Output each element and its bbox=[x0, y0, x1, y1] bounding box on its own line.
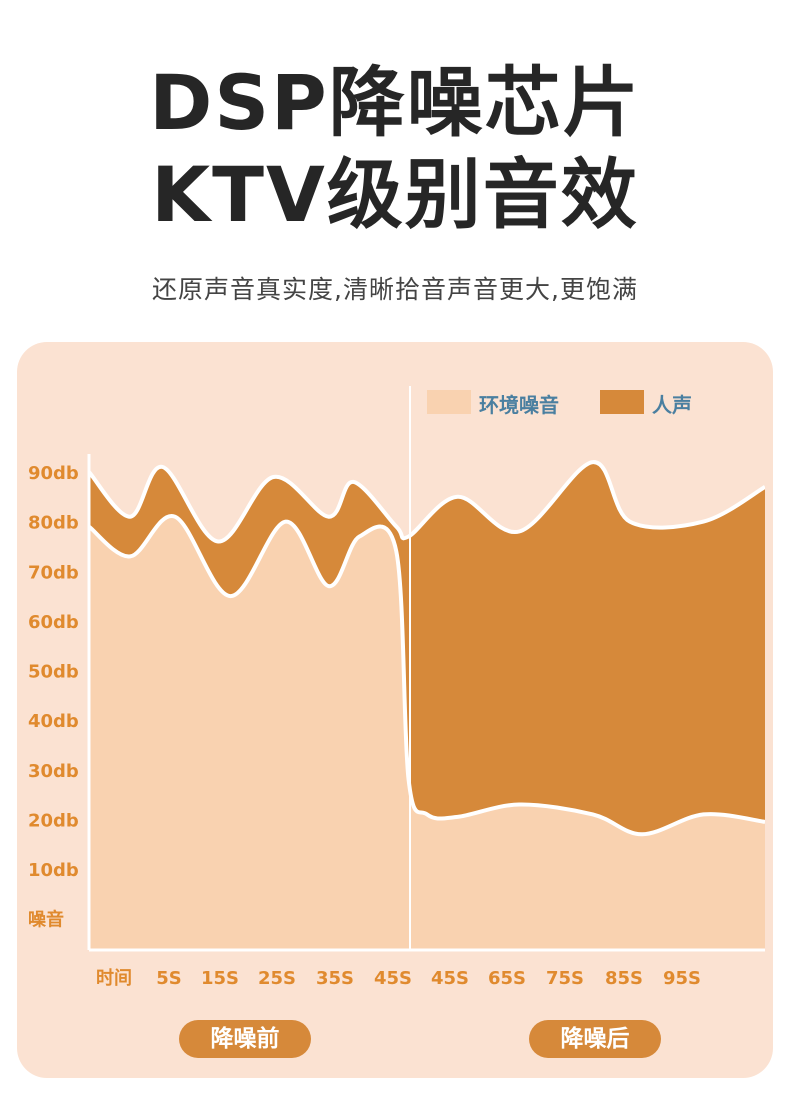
headline-line-2: KTV级别音效 bbox=[151, 150, 639, 239]
x-tick-label: 时间 bbox=[96, 968, 132, 989]
y-tick-label: 40db bbox=[28, 711, 79, 732]
x-tick-label: 25S bbox=[258, 968, 296, 989]
phase-after-denoise: 降噪后 bbox=[529, 1020, 661, 1058]
y-tick-label: 80db bbox=[28, 513, 79, 534]
x-tick-label: 5S bbox=[156, 968, 182, 989]
area-chart: 90db 80db 70db 60db 50db 40db 30db 20db 10db 噪音 时… bbox=[28, 386, 765, 989]
x-tick-label: 95S bbox=[663, 968, 701, 989]
x-tick-label: 75S bbox=[546, 968, 584, 989]
y-tick-label: 10db bbox=[28, 860, 79, 881]
x-tick-label: 35S bbox=[316, 968, 354, 989]
legend-swatch-ambient-noise bbox=[427, 390, 471, 414]
phase-before-denoise: 降噪前 bbox=[179, 1020, 311, 1058]
x-tick-label: 45S bbox=[431, 968, 469, 989]
y-tick-label: 90db bbox=[28, 463, 79, 484]
y-tick-label: 20db bbox=[28, 810, 79, 831]
line-voice bbox=[89, 460, 765, 544]
y-tick-label: 噪音 bbox=[28, 909, 64, 931]
x-tick-label: 45S bbox=[374, 968, 412, 989]
y-tick-label: 30db bbox=[28, 761, 79, 782]
y-tick-label: 70db bbox=[28, 562, 79, 583]
y-tick-label: 60db bbox=[28, 612, 79, 633]
x-tick-label: 15S bbox=[201, 968, 239, 989]
x-tick-label: 65S bbox=[488, 968, 526, 989]
headline-line-1: DSP降噪芯片 bbox=[149, 58, 641, 147]
legend-label-ambient-noise: 环境噪音 bbox=[479, 393, 559, 417]
chart-card: 环境噪音 人声 90db 80db 70db 60db 50db 40db 30db 20db… bbox=[17, 342, 773, 1078]
legend-label-human-voice: 人声 bbox=[652, 393, 692, 417]
area-ambient-noise bbox=[89, 516, 765, 950]
x-tick-label: 85S bbox=[605, 968, 643, 989]
y-tick-label: 50db bbox=[28, 662, 79, 683]
line-ambient-noise bbox=[89, 514, 765, 837]
subtitle: 还原声音真实度,清晰拾音声音更大,更饱满 bbox=[152, 275, 638, 304]
legend-swatch-human-voice bbox=[600, 390, 644, 414]
